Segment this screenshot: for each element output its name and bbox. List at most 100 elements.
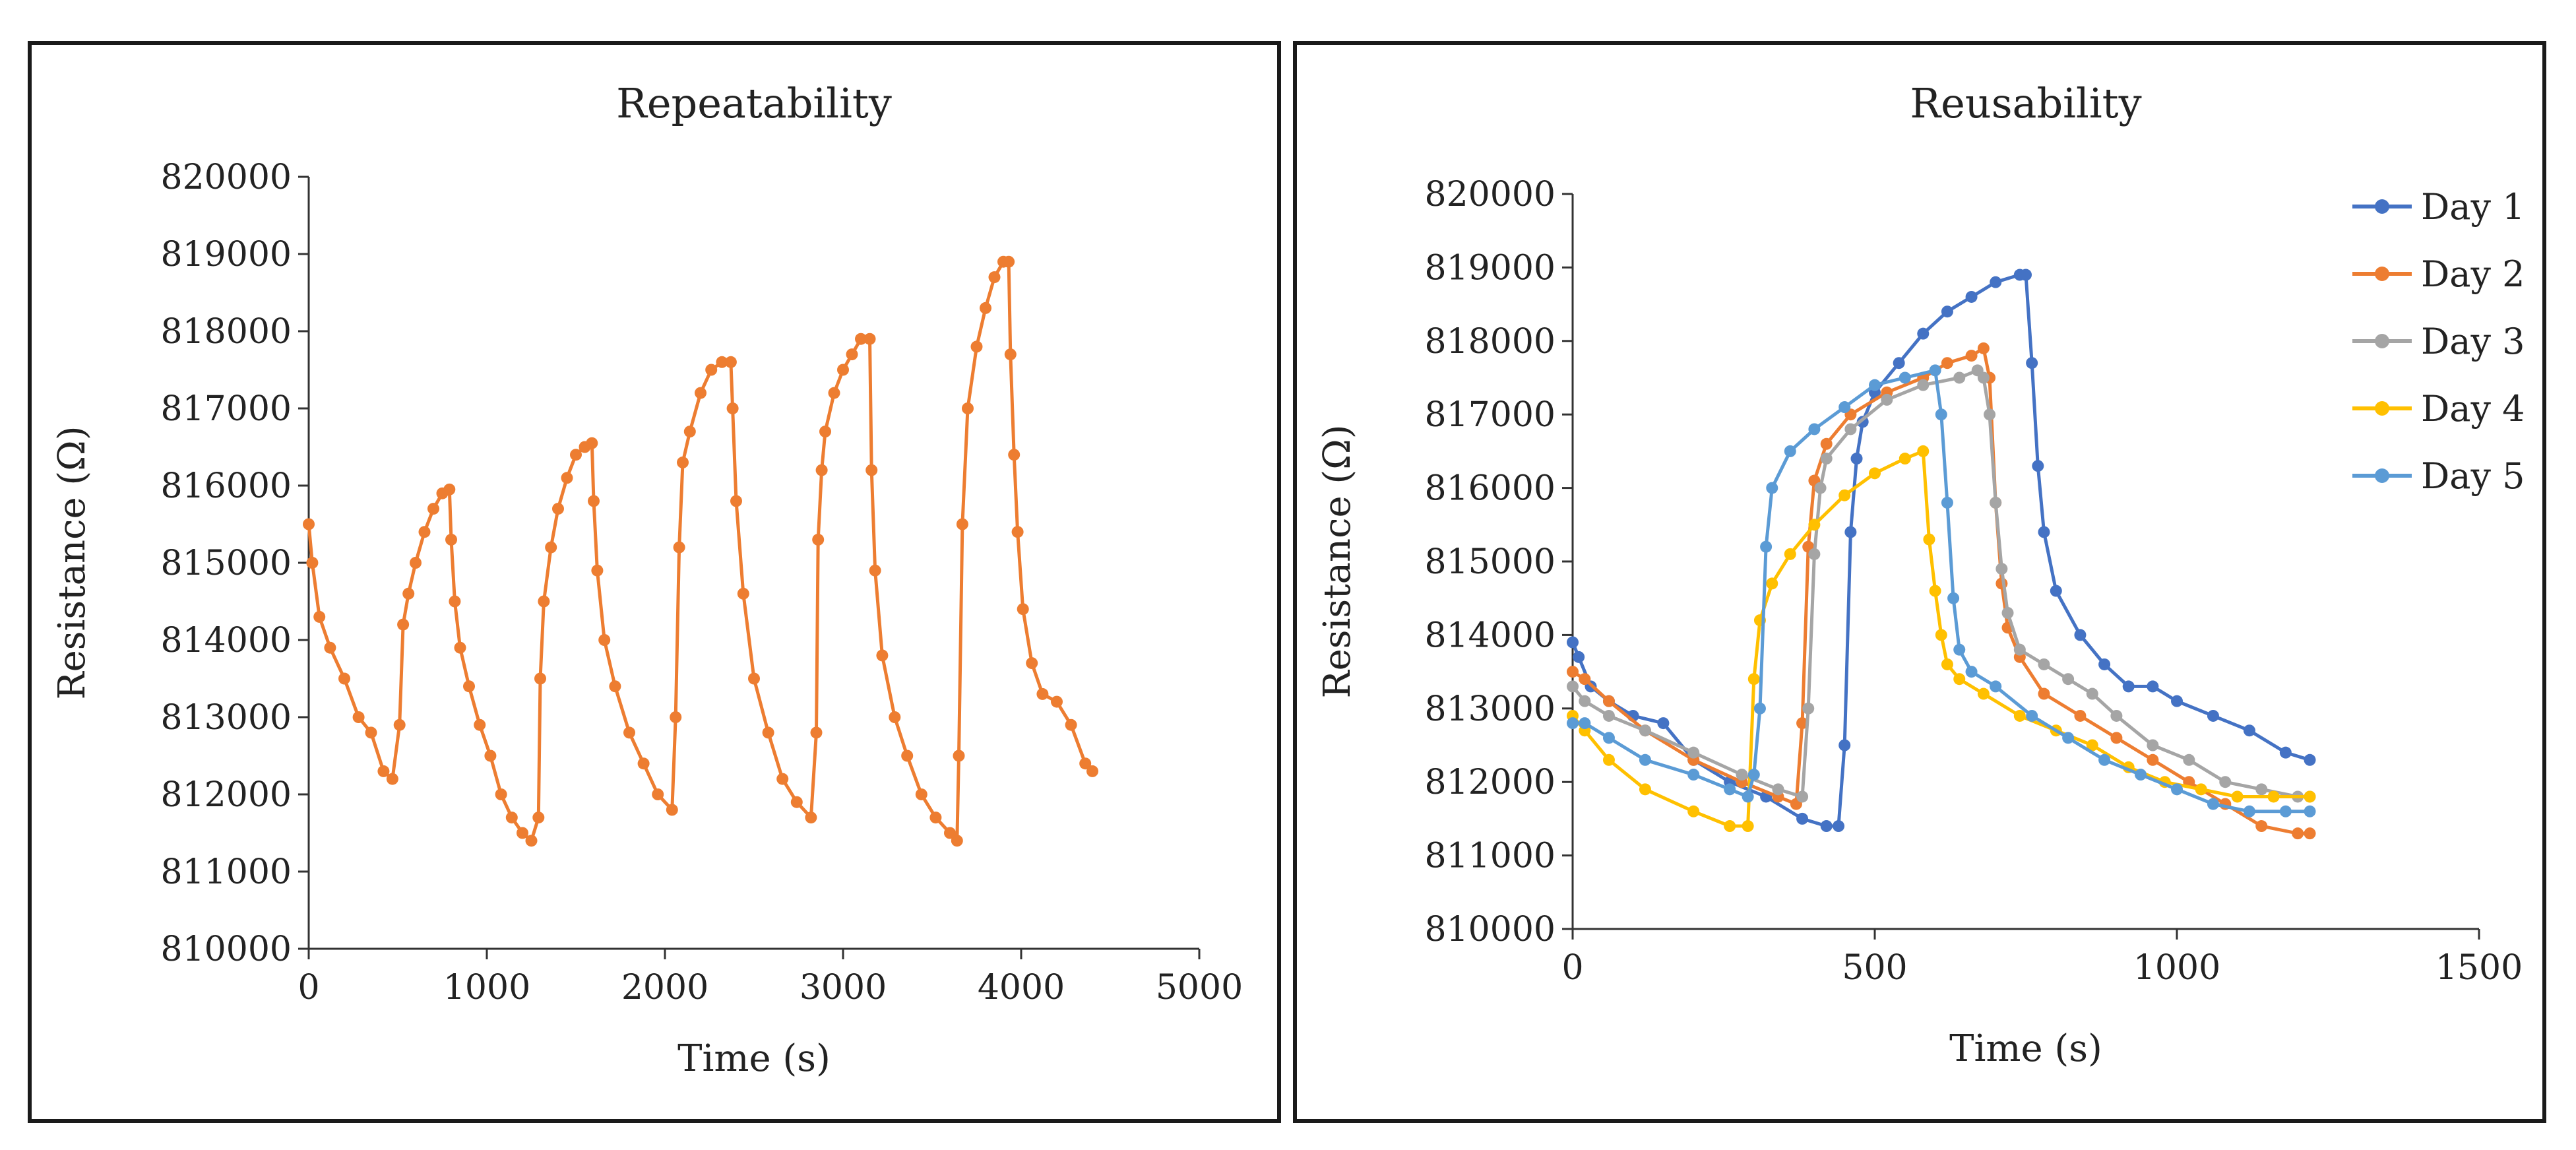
reusability-legend-day-2-label: Day 2	[2421, 253, 2525, 295]
repeatability-series-repeatability-point	[953, 750, 965, 762]
reusability-series-day-1-point	[2147, 680, 2159, 693]
reusability-series-day-4-point	[1639, 783, 1651, 796]
repeatability-series-repeatability-point	[1036, 687, 1049, 700]
reusability-series-day-5-point	[1869, 379, 1881, 391]
reusability-series-day-1-point	[2243, 724, 2255, 737]
reusability-series-day-5-point	[1567, 717, 1579, 730]
repeatability-x-tick-label: 2000	[621, 968, 708, 1007]
repeatability-y-tick-label: 815000	[160, 544, 292, 583]
reusability-series-day-2-point	[2074, 709, 2087, 722]
reusability-series-day-3-point	[1802, 702, 1815, 715]
reusability-series-day-5-point	[1747, 769, 1760, 781]
reusability-series-day-3-point	[2147, 739, 2159, 751]
repeatability-series-repeatability-point	[552, 503, 564, 515]
repeatability-series-repeatability-point	[980, 302, 991, 314]
reusability-series-day-1-point	[2207, 709, 2219, 722]
reusability-series-day-5-point	[2171, 783, 2183, 796]
reusability-series-day-1-point	[2304, 753, 2316, 766]
repeatability-series-repeatability-point	[534, 672, 546, 685]
reusability-legend-day-1-marker	[2375, 199, 2389, 214]
repeatability-series-repeatability-point	[538, 595, 550, 608]
reusability-series-day-5-point	[1639, 753, 1651, 766]
repeatability-y-tick-label: 812000	[160, 775, 292, 815]
repeatability-series-repeatability-point	[484, 750, 497, 762]
repeatability-series-repeatability-point	[819, 426, 831, 438]
reusability-series-day-2-point	[2304, 827, 2316, 840]
reusability-x-axis-label: Time (s)	[1949, 1027, 2102, 1070]
repeatability-series-repeatability-point	[730, 495, 742, 507]
reusability-series-day-4-point	[1899, 453, 1911, 465]
repeatability-series-repeatability-point	[929, 812, 942, 824]
repeatability-series-repeatability-point	[591, 564, 604, 577]
repeatability-series-repeatability-point	[313, 610, 326, 623]
repeatability-series-repeatability-point	[855, 333, 867, 345]
reusability-series-day-2-point	[1796, 717, 1809, 730]
reusability-series-day-3-point	[1736, 769, 1748, 781]
repeatability-series-repeatability-point	[505, 812, 518, 824]
reusability-series-day-3-point	[1639, 724, 1651, 737]
repeatability-series-repeatability-point	[402, 587, 415, 600]
repeatability-series-repeatability-point	[454, 641, 466, 654]
reusability-series-day-5-point	[1687, 769, 1700, 781]
repeatability-series-repeatability-point	[306, 557, 319, 569]
repeatability-series-repeatability-point	[386, 773, 398, 785]
reusability-series-day-4-point	[1742, 820, 1754, 833]
reusability-series-day-3-point	[1579, 695, 1591, 707]
repeatability-series-repeatability-point	[303, 518, 315, 530]
repeatability-series-repeatability-point	[695, 387, 707, 399]
reusability-series-day-1-point	[1567, 636, 1579, 649]
reusability-series-day-1-point	[1820, 820, 1833, 833]
reusability-x-tick-label: 0	[1561, 948, 1583, 988]
reusability-x-tick-label: 500	[1842, 948, 1907, 988]
repeatability-series-repeatability-point	[410, 557, 422, 569]
reusability-series-day-4-point	[1923, 533, 1935, 546]
reusability-series-day-5-point	[1808, 423, 1821, 435]
reusability-series-day-2-point	[1965, 350, 1978, 362]
reusability-series-day-5-point	[1929, 364, 1941, 377]
repeatability-x-tick-label: 4000	[978, 968, 1065, 1007]
repeatability-series-repeatability-point	[864, 333, 876, 345]
repeatability-series-repeatability-point	[716, 356, 728, 368]
repeatability-series-repeatability-point	[776, 773, 789, 785]
repeatability-series-repeatability-point	[495, 788, 507, 800]
repeatability-series-repeatability-point	[724, 356, 737, 368]
reusability-series-day-5-point	[2062, 732, 2075, 744]
repeatability-series-repeatability-point	[397, 618, 410, 631]
repeatability-x-tick-label: 3000	[800, 968, 887, 1007]
reusability-legend-day-2-marker	[2375, 267, 2389, 281]
repeatability-series-repeatability-point	[561, 472, 573, 484]
repeatability-series-repeatability-point	[726, 402, 739, 414]
reusability-series-day-3-point	[2013, 643, 2026, 656]
repeatability-series-repeatability-point	[673, 541, 685, 554]
reusability-series-day-5-point	[1602, 732, 1615, 744]
reusability-series-day-3-point	[1772, 783, 1784, 796]
reusability-x-tick-label: 1000	[2133, 948, 2220, 988]
reusability-series-day-2-point	[2255, 820, 2268, 833]
reusability-series-day-4-point	[2231, 790, 2244, 803]
reusability-series-day-2-point	[1941, 357, 1953, 369]
reusability-series-day-4-point	[1941, 658, 1953, 670]
repeatability-series-repeatability-point	[637, 757, 650, 770]
reusability-series-day-3-point	[2038, 658, 2050, 670]
repeatability-series-repeatability-point	[828, 387, 840, 399]
repeatability-chart: Repeatability 810000 811000 812000 813000 814…	[51, 79, 1243, 1080]
reusability-series-day-1-point	[2032, 460, 2044, 472]
reusability-series-day-3-point	[1984, 408, 1996, 421]
repeatability-series-repeatability-point	[324, 641, 336, 654]
repeatability-y-tick-label: 816000	[160, 466, 292, 506]
reusability-series-day-5-point	[2026, 709, 2038, 722]
repeatability-series-repeatability-point	[652, 788, 664, 800]
reusability-series-day-5-point	[1760, 540, 1773, 553]
repeatability-series-repeatability-point	[1004, 348, 1017, 361]
repeatability-series-repeatability-point	[737, 587, 749, 600]
reusability-series-day-1-point	[1833, 820, 1845, 833]
repeatability-series-repeatability-point	[352, 711, 365, 723]
reusability-series-day-1-point	[1796, 812, 1809, 825]
repeatability-series-repeatability-point	[988, 271, 1001, 284]
reusability-series-day-1-point	[1893, 357, 1905, 369]
reusability-series-day-2-point	[2292, 827, 2304, 840]
repeatability-series-repeatability-point	[1079, 757, 1092, 770]
reusability-series-day-3-point	[1881, 393, 1893, 406]
reusability-series-day-2-line	[1571, 346, 2310, 835]
reusability-series-day-1-point	[2038, 526, 2050, 538]
